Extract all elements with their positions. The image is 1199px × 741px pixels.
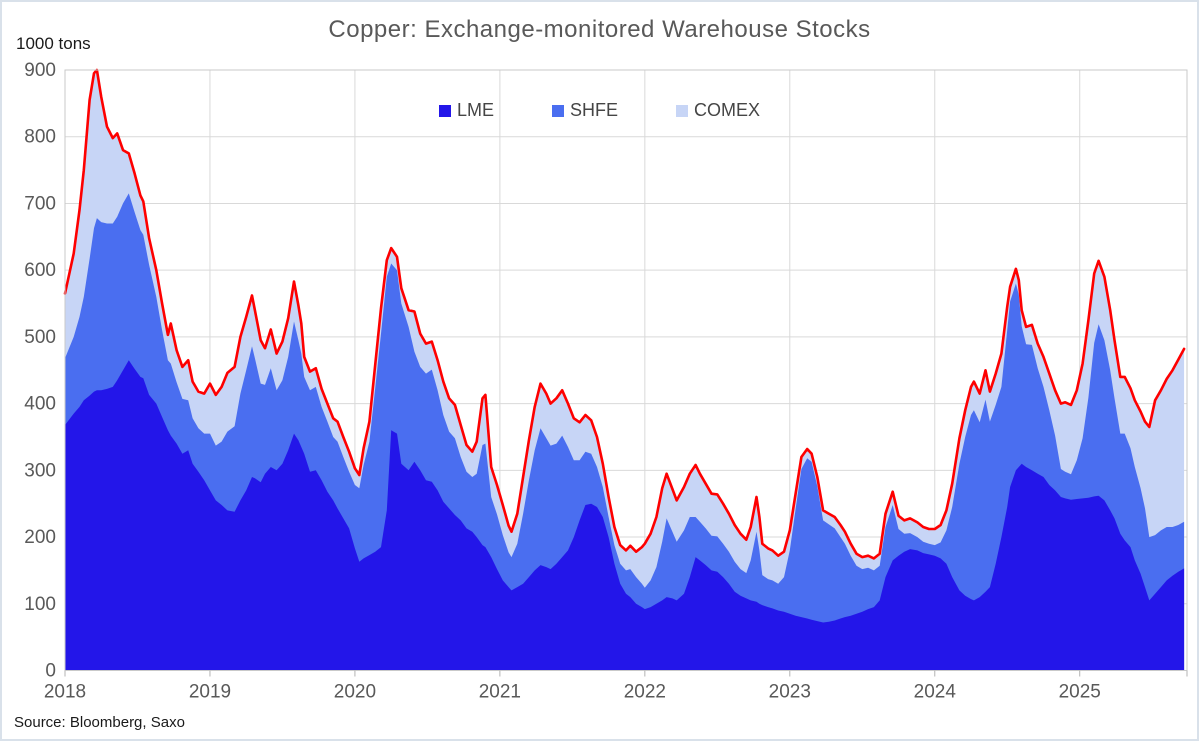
y-tick-label: 400 [24, 394, 56, 415]
y-tick-label: 300 [24, 460, 56, 481]
legend-label-shfe: SHFE [570, 100, 619, 120]
x-tick-label: 2025 [1059, 682, 1101, 703]
area-lme [65, 360, 1185, 671]
y-tick-label: 0 [45, 661, 56, 682]
legend-label-comex: COMEX [694, 100, 761, 120]
comex-swatch-icon [676, 104, 689, 117]
shfe-swatch-icon [552, 104, 565, 117]
lme-swatch-icon [439, 104, 451, 117]
total-line [63, 68, 1186, 560]
x-tick-label: 2021 [479, 682, 521, 703]
x-tick-label: 2020 [334, 682, 376, 703]
legend-label-lme: LME [457, 100, 495, 120]
plot-border [64, 69, 1188, 671]
x-tick-label: 2018 [44, 682, 86, 703]
legend-item-shfe: SHFE [552, 100, 618, 121]
chart-legend: LME SHFE COMEX [439, 100, 760, 121]
y-tick-label: 600 [24, 260, 56, 281]
x-tick-label: 2024 [914, 682, 957, 703]
legend-item-comex: COMEX [676, 100, 760, 121]
y-tick-label: 800 [24, 127, 56, 148]
y-tick-label: 200 [24, 527, 56, 548]
y-tick-label: 500 [24, 327, 56, 348]
y-axis-unit-label: 1000 tons [16, 34, 91, 53]
x-tick-label: 2023 [769, 682, 811, 703]
source-label: Source: Bloomberg, Saxo [14, 714, 185, 731]
y-tick-label: 700 [24, 193, 56, 214]
x-tick-label: 2022 [624, 682, 666, 703]
chart-title: Copper: Exchange-monitored Warehouse Sto… [328, 16, 871, 43]
legend-item-lme: LME [439, 100, 494, 121]
y-tick-label: 900 [24, 60, 56, 81]
y-tick-label: 100 [24, 594, 56, 615]
x-tick-label: 2019 [189, 682, 231, 703]
